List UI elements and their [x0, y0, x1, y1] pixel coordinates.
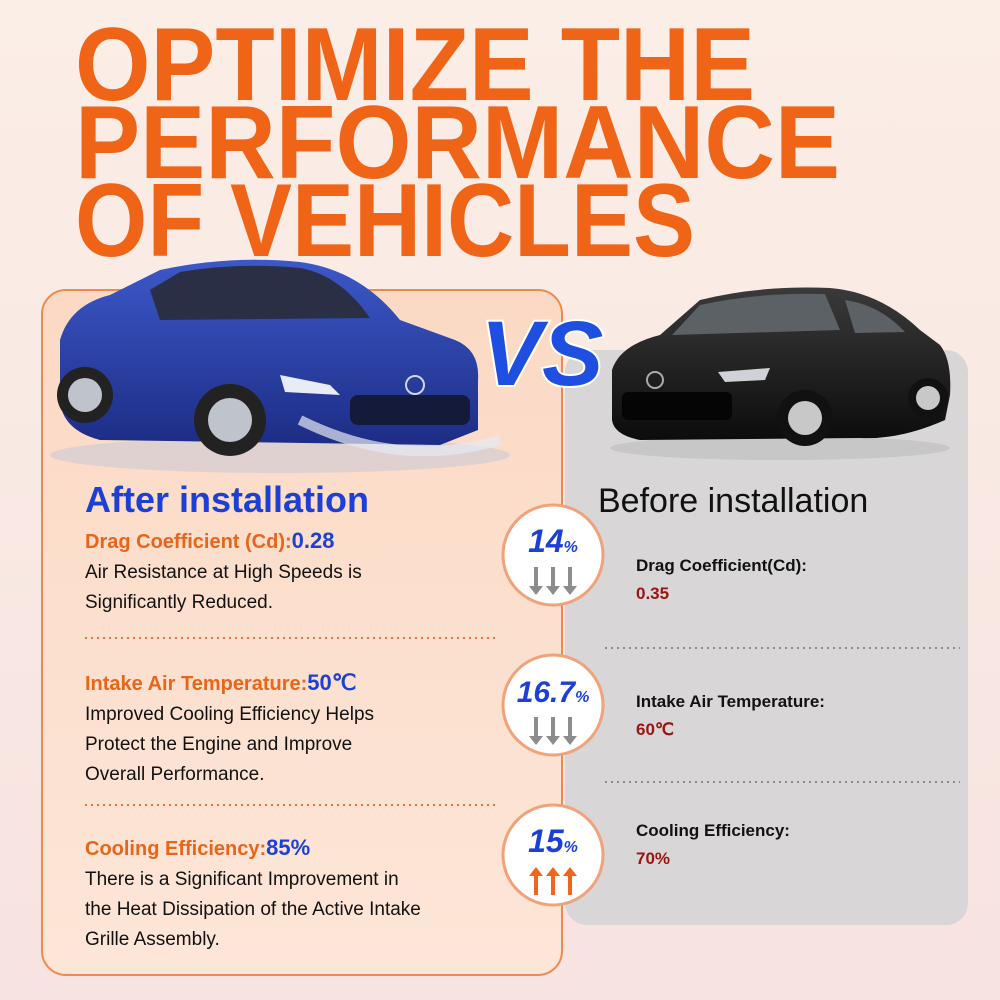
- badge-arrow: [546, 867, 560, 895]
- after-item-label: Intake Air Temperature:: [85, 673, 307, 695]
- black-car: [610, 287, 951, 460]
- after-item-description: Protect the Engine and Improve: [85, 734, 352, 755]
- before-item-label: Intake Air Temperature:: [636, 692, 825, 711]
- after-item-description: Overall Performance.: [85, 764, 265, 785]
- badge-text: 16.7%: [517, 676, 590, 709]
- before-heading: Before installation: [598, 482, 868, 520]
- title-line: OPTIMIZE THE: [75, 7, 755, 123]
- badge-number: 15: [528, 823, 565, 859]
- before-item-value: 60℃: [636, 720, 674, 739]
- after-item-label: Drag Coefficient (Cd):: [85, 531, 292, 553]
- after-item-title: Intake Air Temperature:50℃: [85, 670, 356, 695]
- badge-unit: %: [575, 689, 589, 706]
- after-item-value: 50℃: [307, 670, 356, 695]
- after-item-description: Significantly Reduced.: [85, 592, 273, 613]
- badge-arrow: [563, 717, 577, 745]
- after-heading: After installation: [85, 479, 369, 520]
- badge-circle: [501, 653, 605, 757]
- before-item-label: Drag Coefficient(Cd):: [636, 556, 807, 575]
- badge-arrow: [563, 567, 577, 595]
- before-item-label: Cooling Efficiency:: [636, 821, 790, 840]
- badge-arrow: [563, 867, 577, 895]
- badge-arrow: [546, 717, 560, 745]
- after-item-description: There is a Significant Improvement in: [85, 869, 399, 890]
- badge-circle: [501, 503, 605, 607]
- badge-arrow: [546, 567, 560, 595]
- title-line: OF VEHICLES: [75, 163, 695, 279]
- after-item-description: Grille Assembly.: [85, 929, 220, 950]
- badge-arrow: [529, 717, 543, 745]
- badge-number: 16.7: [517, 676, 577, 709]
- badge-arrow: [529, 867, 543, 895]
- badge-unit: %: [564, 539, 578, 556]
- after-item-description: Air Resistance at High Speeds is: [85, 562, 362, 583]
- badge-text: 15%: [528, 823, 578, 859]
- before-item-value: 70%: [636, 849, 670, 868]
- vs-label: VS: [481, 303, 604, 405]
- title-line: PERFORMANCE: [75, 85, 840, 201]
- after-item-value: 85%: [266, 835, 310, 860]
- after-item-title: Drag Coefficient (Cd):0.28: [85, 528, 335, 553]
- after-item-value: 0.28: [292, 528, 335, 553]
- after-item-title: Cooling Efficiency:85%: [85, 835, 310, 860]
- badge-unit: %: [564, 839, 578, 856]
- badge-number: 14: [528, 523, 564, 559]
- badge-text: 14%: [528, 523, 578, 559]
- badge-arrow: [529, 567, 543, 595]
- before-item-value: 0.35: [636, 584, 669, 603]
- blue-car: [50, 259, 510, 473]
- after-item-description: the Heat Dissipation of the Active Intak…: [85, 899, 421, 920]
- badge-circle: [501, 803, 605, 907]
- after-item-label: Cooling Efficiency:: [85, 838, 266, 860]
- after-item-description: Improved Cooling Efficiency Helps: [85, 704, 374, 725]
